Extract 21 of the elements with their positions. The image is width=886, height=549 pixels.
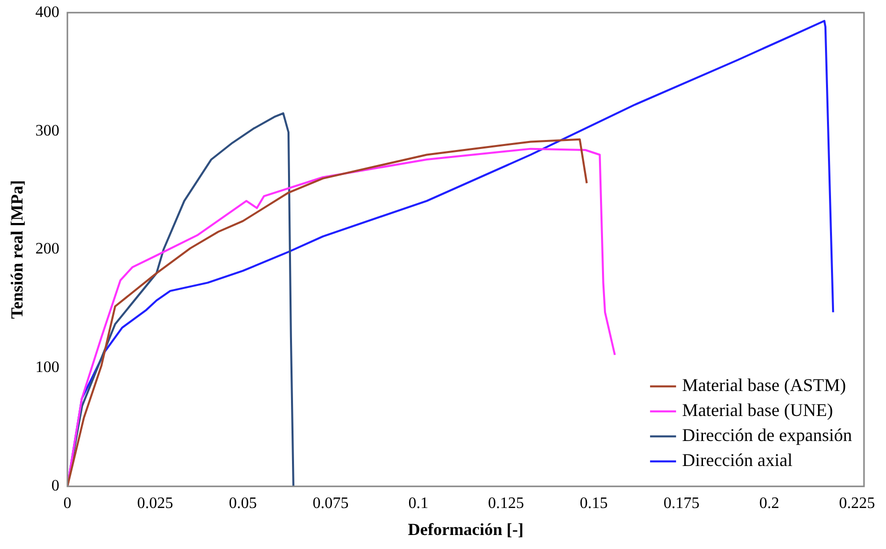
x-tick-label: 0.225 xyxy=(838,495,875,512)
x-tick-label: 0.125 xyxy=(488,495,524,512)
legend-label: Material base (ASTM) xyxy=(682,375,846,396)
x-tick-label: 0.15 xyxy=(580,495,608,512)
x-tick-label: 0.05 xyxy=(228,495,257,512)
x-tick-label: 0.2 xyxy=(759,495,780,512)
x-axis-title: Deformación [-] xyxy=(408,520,524,540)
y-tick-label: 0 xyxy=(51,478,60,495)
y-tick-label: 100 xyxy=(35,359,60,376)
y-tick-label: 400 xyxy=(35,4,60,21)
x-tick-label: 0 xyxy=(63,495,72,512)
legend-label: Dirección axial xyxy=(682,450,793,470)
x-tick-label: 0.1 xyxy=(408,495,428,512)
y-tick-label: 200 xyxy=(35,240,60,258)
y-tick-label: 300 xyxy=(35,122,60,140)
y-axis-title: Tensión real [MPa] xyxy=(8,180,27,319)
x-tick-label: 0.025 xyxy=(137,495,174,512)
legend-label: Material base (UNE) xyxy=(682,400,834,420)
x-tick-label: 0.075 xyxy=(312,495,349,512)
x-tick-label: 0.175 xyxy=(664,495,700,512)
legend-label: Dirección de expansión xyxy=(682,425,852,446)
